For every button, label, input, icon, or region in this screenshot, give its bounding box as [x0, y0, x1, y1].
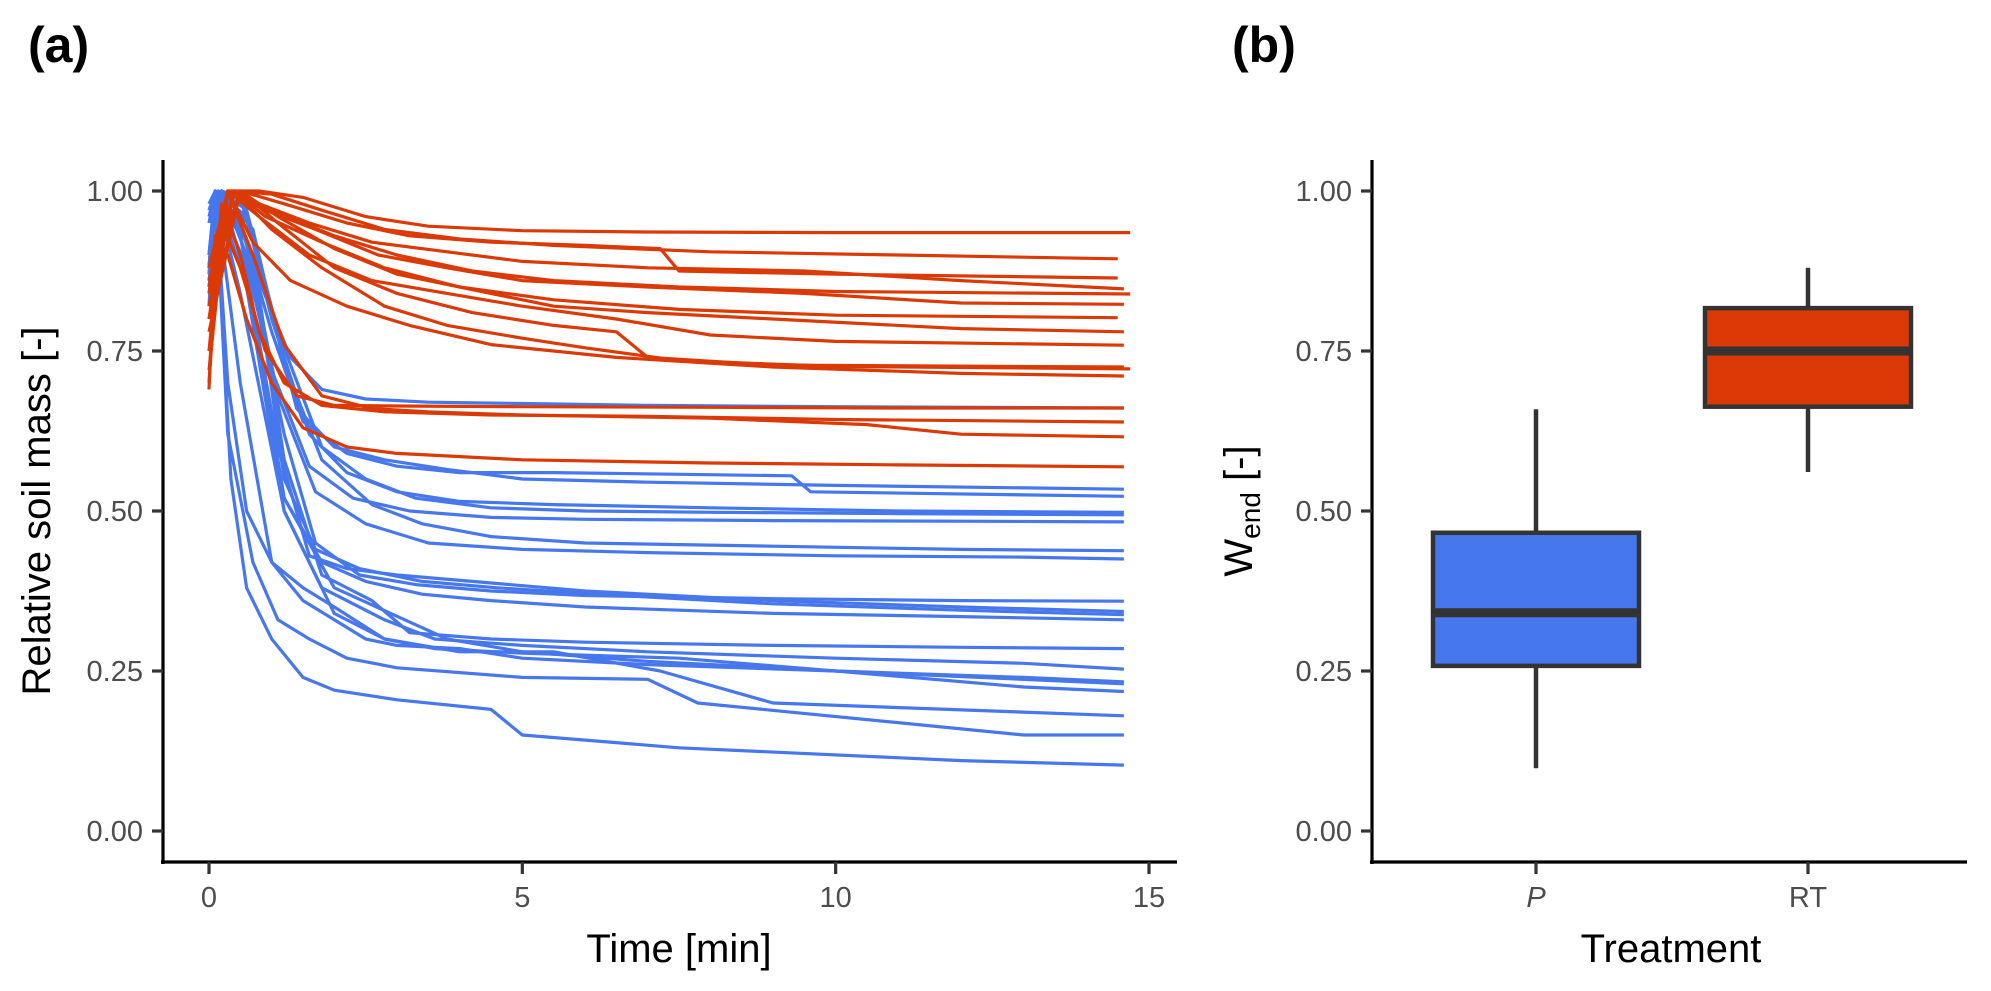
y-tick-label-b: 0.25	[1296, 656, 1352, 688]
series-line-rt-16	[207, 234, 1124, 469]
series-line-p-17	[207, 189, 1124, 686]
series-line-p-20	[207, 189, 1124, 767]
series-line-rt-15	[207, 189, 1124, 439]
y-tick-label-b: 1.00	[1296, 176, 1352, 208]
series-line-rt-8	[207, 189, 1124, 334]
y-tick-label-b: 0.50	[1296, 496, 1352, 528]
y-axis-title-subscript: end	[1235, 492, 1266, 539]
series-line-p-18	[207, 189, 1124, 718]
x-tick-label-rt: RT	[1789, 882, 1827, 914]
x-axis-ticks: 0 5 10 15	[201, 862, 1165, 914]
x-tick-label-p: P	[1526, 882, 1546, 914]
series-line-rt-2	[207, 189, 1118, 307]
y-tick-label-b: 0.00	[1296, 816, 1352, 848]
series-line-rt-3	[207, 189, 1118, 288]
y-axis-title-main: W	[1217, 539, 1261, 577]
series-line-p-5	[207, 189, 1124, 517]
x-tick-label: 10	[820, 882, 852, 914]
y-axis-title-suffix: [-]	[1217, 445, 1261, 492]
y-tick-label: 0.75	[87, 336, 143, 368]
box-rt	[1702, 267, 1914, 472]
series-line-rt-6	[207, 189, 1124, 306]
curves-group	[207, 189, 1131, 767]
x-axis-ticks-b: P RT	[1526, 862, 1827, 914]
x-axis-title: Time [min]	[586, 927, 771, 971]
y-tick-label: 0.00	[87, 816, 143, 848]
y-axis-title: Relative soil mass [-]	[15, 327, 59, 696]
series-line-rt-12	[207, 189, 1124, 378]
y-tick-label: 0.25	[87, 656, 143, 688]
y-tick-label: 0.50	[87, 496, 143, 528]
x-tick-label: 15	[1133, 882, 1165, 914]
panel-b-boxplot: 0.00 0.25 0.50 0.75 1.00 P RT Treatment Wend …	[1217, 160, 1967, 971]
x-axis-title-b: Treatment	[1581, 927, 1762, 971]
panel-a-label: (a)	[28, 17, 89, 73]
box-iqr-rect	[1702, 305, 1914, 409]
y-axis-ticks: 0.00 0.25 0.50 0.75 1.00	[87, 176, 163, 848]
y-axis-title-b: Wend [-]	[1217, 445, 1266, 576]
y-tick-label: 1.00	[87, 176, 143, 208]
panel-a-line-chart: 0.00 0.25 0.50 0.75 1.00 0 5 10 15 Time [min] R…	[15, 160, 1177, 971]
box-p	[1430, 409, 1642, 769]
series-line-p-7	[207, 189, 1124, 553]
box-iqr-rect	[1430, 530, 1642, 669]
series-line-rt-11	[207, 189, 1131, 371]
panel-b-label: (b)	[1232, 17, 1296, 73]
boxes-group	[1430, 267, 1914, 769]
x-tick-label: 0	[201, 882, 217, 914]
y-tick-label-b: 0.75	[1296, 336, 1352, 368]
y-axis-ticks-b: 0.00 0.25 0.50 0.75 1.00	[1296, 176, 1372, 848]
x-tick-label: 5	[514, 882, 530, 914]
